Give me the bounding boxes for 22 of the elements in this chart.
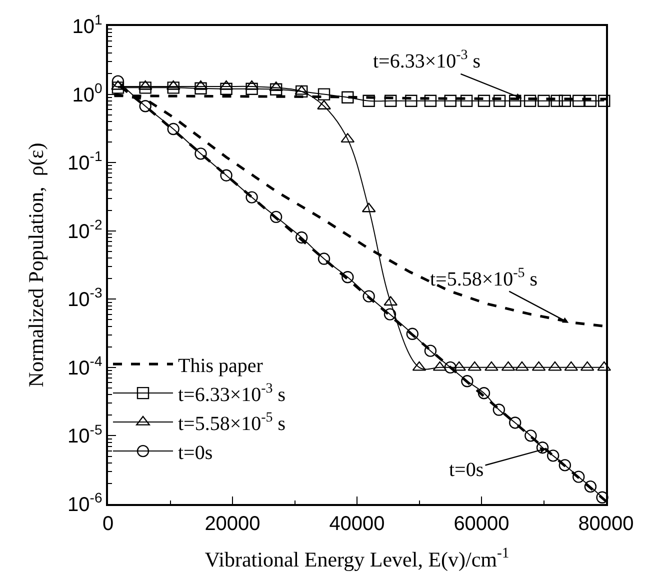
y-tick-label: 10$^{1}$: [72, 12, 102, 38]
x-axis-title: Vibrational Energy Level, E(v)/cm$^{-1}$: [204, 546, 510, 572]
y-axis-title: Normalized Population, ρ(ε): [24, 142, 48, 388]
y-tick-label: 10$^{-4}$: [68, 353, 102, 380]
annotation: t=6.33×10$^{-3}$ s: [373, 48, 481, 72]
x-tick-label: 40000: [329, 512, 385, 535]
y-tick-label: 10$^{-1}$: [68, 148, 102, 175]
y-tick-label: 10$^{-6}$: [68, 490, 102, 516]
y-tick-label: 10$^{-2}$: [68, 216, 102, 243]
legend-label: t=5.58×10$^{-5}$ s: [178, 410, 286, 435]
annotation: t=0s: [449, 459, 484, 481]
x-tick-label: 60000: [454, 512, 510, 535]
annotation: t=5.58×10$^{-5}$ s: [430, 266, 538, 290]
legend-label: t=0s: [178, 442, 213, 464]
x-tick-label: 0: [102, 512, 114, 535]
legend-label: This paper: [178, 354, 264, 377]
x-tick-label: 20000: [204, 512, 260, 535]
y-tick-label: 10$^{-5}$: [68, 421, 102, 448]
y-tick-label: 10$^{-3}$: [68, 284, 102, 312]
legend-label: t=6.33×10$^{-3}$ s: [178, 381, 286, 406]
y-tick-label: 10$^{0}$: [72, 80, 102, 106]
x-tick-label: 80000: [578, 512, 634, 535]
